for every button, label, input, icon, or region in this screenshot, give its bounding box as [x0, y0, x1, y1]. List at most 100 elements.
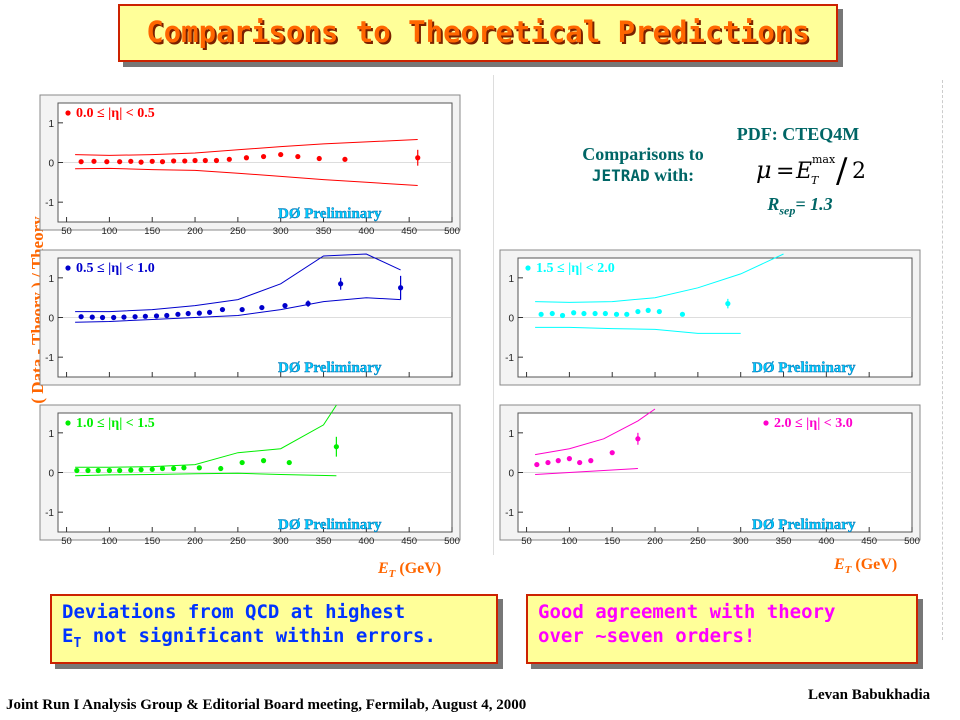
data-point — [192, 157, 198, 164]
deviations-rest: not significant within errors. — [81, 625, 436, 647]
theory-band-upper — [75, 139, 418, 156]
rsep-label: Rsep= 1.3 — [740, 194, 860, 219]
x-tick-label: 400 — [818, 536, 834, 547]
x-tick-label: 150 — [144, 226, 160, 237]
x-tick-label: 100 — [561, 536, 577, 547]
data-point — [142, 313, 148, 319]
chart-panel-3: 1 0 -1 50 100 150 200 250 300 350 400 450 500 1.0 ≤ |… — [39, 404, 461, 547]
x-tick-label: 100 — [101, 226, 117, 237]
data-point — [128, 158, 134, 164]
data-point — [549, 310, 555, 317]
theory-band-upper — [75, 253, 401, 313]
x-tick-label: 300 — [273, 226, 289, 237]
y-tick-label: 1 — [48, 274, 54, 285]
formula-slash: / — [836, 151, 848, 190]
data-point — [95, 467, 101, 474]
data-point — [609, 450, 615, 456]
scale-formula: μ = E T max / 2 — [756, 151, 866, 190]
eta-range-label: 0.5 ≤ |η| < 1.0 — [76, 261, 155, 276]
watermark-label: DØ Preliminary — [752, 517, 856, 533]
eta-range-label: 1.5 ≤ |η| < 2.0 — [536, 261, 615, 276]
data-point — [78, 159, 84, 165]
x-tick-label: 150 — [604, 536, 620, 547]
watermark-label: DØ Preliminary — [278, 206, 382, 222]
theory-band-lower — [75, 167, 418, 186]
x-tick-label: 400 — [358, 536, 374, 547]
agreement-line-2: over ~seven orders! — [538, 625, 756, 647]
data-point — [175, 311, 181, 317]
data-point — [260, 153, 267, 160]
x-tick-label: 200 — [647, 536, 663, 547]
chart-panel-5: 1 0 -1 50 100 150 200 250 300 350 400 450 500 2.0 ≤ |… — [499, 404, 921, 547]
eta-range-label: 1.0 ≤ |η| < 1.5 — [76, 416, 155, 431]
comparisons-line-1: Comparisons to — [582, 144, 704, 164]
data-point — [295, 153, 301, 160]
data-point — [159, 465, 166, 472]
pdf-label: PDF: CTEQ4M — [736, 124, 860, 144]
legend-marker — [525, 265, 531, 271]
data-point — [624, 311, 630, 317]
x-tick-label: 150 — [144, 536, 160, 547]
et-sub: T — [388, 568, 396, 581]
x-tick-label: 500 — [444, 226, 460, 237]
chart-panel-2: 1 0 -1 0.5 ≤ |η| < 1.0 DØ Preliminary — [39, 249, 461, 386]
y-tick-label: 0 — [508, 469, 514, 480]
theory-band-upper — [535, 253, 784, 303]
data-point — [538, 311, 544, 317]
formula-two: 2 — [852, 159, 866, 184]
data-point — [635, 436, 641, 442]
x-tick-label: 450 — [861, 536, 877, 547]
theory-band-lower — [535, 468, 638, 475]
data-point — [196, 465, 202, 471]
agreement-note: Good agreement with theory over ~seven o… — [526, 594, 918, 664]
data-point — [91, 158, 97, 164]
x-tick-label: 300 — [733, 536, 749, 547]
y-tick-label: 0 — [508, 314, 514, 325]
data-point — [117, 159, 123, 165]
x-tick-label: 350 — [316, 226, 332, 237]
deviations-sub: T — [73, 635, 82, 651]
formula-sub: T — [811, 174, 820, 187]
data-point — [99, 314, 106, 321]
with-label: with: — [649, 165, 695, 185]
data-point — [645, 307, 651, 313]
y-tick-label: 0 — [48, 469, 54, 480]
data-point — [182, 158, 188, 164]
data-point — [282, 303, 288, 309]
data-point — [226, 156, 232, 162]
data-point — [171, 465, 177, 472]
data-point — [74, 467, 80, 474]
data-point — [138, 467, 144, 473]
theory-band-upper — [535, 408, 656, 456]
x-tick-label: 50 — [521, 536, 532, 547]
data-point — [149, 466, 155, 472]
y-tick-label: 1 — [508, 429, 514, 440]
y-tick-label: -1 — [505, 353, 514, 364]
y-tick-label: 1 — [48, 429, 54, 440]
et-unit: (GeV) — [399, 560, 442, 577]
data-point — [338, 281, 344, 287]
data-point — [555, 458, 561, 464]
formula-equals: = — [776, 159, 794, 184]
theory-band-lower — [75, 297, 401, 323]
data-point — [577, 459, 583, 466]
data-point — [534, 461, 540, 468]
x-tick-label: 250 — [230, 226, 246, 237]
data-point — [121, 314, 127, 320]
title-banner: Comparisons to Theoretical Predictions — [118, 4, 838, 62]
formula-sup: max — [812, 153, 836, 166]
data-point — [89, 314, 95, 320]
jetrad-label: JETRAD — [591, 166, 650, 185]
x-tick-label: 350 — [316, 536, 332, 547]
et-e: E — [378, 560, 389, 577]
x-tick-label: 250 — [690, 536, 706, 547]
rsep-value: = 1.3 — [795, 194, 833, 214]
chart-panel-1: 1 0 -1 50 100 150 200 250 300 350 400 450 500 0.0 ≤ |… — [39, 94, 461, 237]
x-tick-label: 200 — [187, 536, 203, 547]
data-point — [559, 312, 566, 319]
formula-mu: μ — [756, 156, 772, 184]
deviations-note: Deviations from QCD at highest ET not si… — [50, 594, 498, 664]
data-point — [239, 459, 245, 466]
y-tick-label: -1 — [505, 508, 514, 519]
